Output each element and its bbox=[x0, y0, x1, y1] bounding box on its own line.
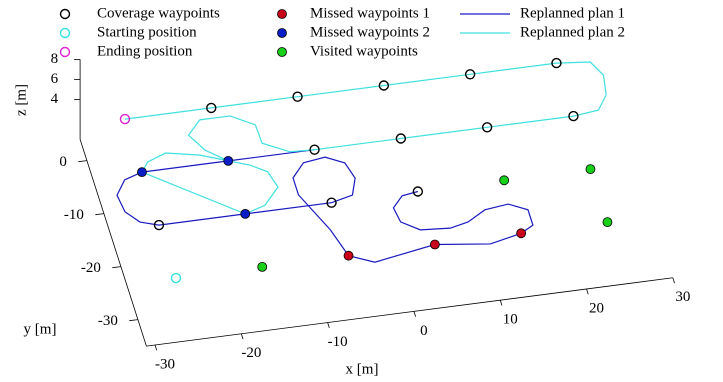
hollow-marker bbox=[309, 144, 320, 155]
hollow-marker bbox=[119, 113, 131, 125]
legend-label: Missed waypoints 2 bbox=[310, 24, 430, 40]
hollow-marker bbox=[326, 197, 337, 208]
y-axis-line bbox=[79, 139, 147, 347]
legend-label: Missed waypoints 1 bbox=[310, 5, 430, 21]
x-tick-label: -20 bbox=[241, 345, 261, 361]
x-axis-title: x [m] bbox=[346, 361, 379, 377]
x-axis-line bbox=[146, 277, 673, 347]
y-tick-label: -20 bbox=[81, 260, 101, 276]
hollow-marker bbox=[395, 133, 407, 144]
filled-marker bbox=[499, 175, 510, 186]
legend-marker bbox=[277, 47, 287, 57]
legend-label: Visited waypoints bbox=[310, 43, 418, 59]
plan-line bbox=[116, 149, 534, 263]
y-axis-title: y [m] bbox=[24, 321, 57, 337]
y-tick-label: -30 bbox=[98, 313, 118, 329]
x-tick bbox=[240, 333, 244, 340]
filled-marker bbox=[257, 261, 268, 272]
hollow-marker bbox=[551, 57, 562, 69]
hollow-marker bbox=[378, 80, 390, 91]
hollow-marker bbox=[412, 186, 424, 197]
x-tick bbox=[413, 311, 417, 317]
z-tick-label: 4 bbox=[51, 91, 59, 107]
y-tick-label: 0 bbox=[59, 154, 67, 170]
x-tick-label: 30 bbox=[675, 289, 690, 305]
hollow-marker bbox=[292, 91, 303, 102]
x-tick-label: 10 bbox=[503, 312, 518, 328]
legend-label: Starting position bbox=[97, 24, 197, 40]
hollow-marker bbox=[206, 102, 217, 114]
x-tick-label: -30 bbox=[155, 356, 175, 372]
legend-label: Ending position bbox=[97, 43, 193, 59]
x-tick bbox=[586, 288, 589, 295]
y-tick bbox=[129, 319, 138, 322]
filled-marker bbox=[240, 208, 251, 219]
x-tick-label: 0 bbox=[420, 323, 428, 339]
legend-marker bbox=[277, 9, 287, 19]
filled-marker bbox=[137, 167, 147, 178]
legend-marker bbox=[59, 8, 71, 20]
hollow-marker bbox=[464, 69, 476, 80]
legend-marker bbox=[277, 28, 287, 38]
legend-marker bbox=[59, 27, 71, 39]
filled-marker bbox=[585, 164, 596, 175]
filled-marker bbox=[602, 217, 613, 228]
y-tick bbox=[95, 213, 104, 216]
y-tick bbox=[112, 266, 121, 269]
legend-label: Replanned plan 1 bbox=[520, 5, 625, 21]
x-tick-label: -10 bbox=[328, 334, 348, 350]
x-tick bbox=[672, 277, 675, 284]
y-tick bbox=[78, 160, 87, 163]
filled-marker bbox=[343, 250, 354, 261]
x-tick bbox=[327, 322, 330, 329]
hollow-marker bbox=[568, 110, 579, 122]
y-tick-label: -10 bbox=[64, 207, 84, 223]
legend-label: Replanned plan 2 bbox=[520, 24, 625, 40]
legend-label: Coverage waypoints bbox=[97, 5, 220, 21]
filled-marker bbox=[516, 228, 527, 239]
z-tick-label: 8 bbox=[51, 51, 59, 67]
x-tick bbox=[154, 344, 158, 351]
hollow-marker bbox=[481, 122, 493, 133]
filled-marker bbox=[223, 155, 234, 166]
legend-marker bbox=[59, 46, 71, 58]
z-axis-title: z [m] bbox=[13, 84, 29, 116]
hollow-marker bbox=[153, 219, 165, 231]
z-tick-label: 6 bbox=[51, 71, 59, 87]
x-tick-label: 20 bbox=[589, 300, 604, 316]
hollow-marker bbox=[170, 272, 182, 284]
plan-line bbox=[124, 61, 607, 215]
filled-marker bbox=[429, 239, 440, 250]
x-tick bbox=[499, 300, 503, 306]
